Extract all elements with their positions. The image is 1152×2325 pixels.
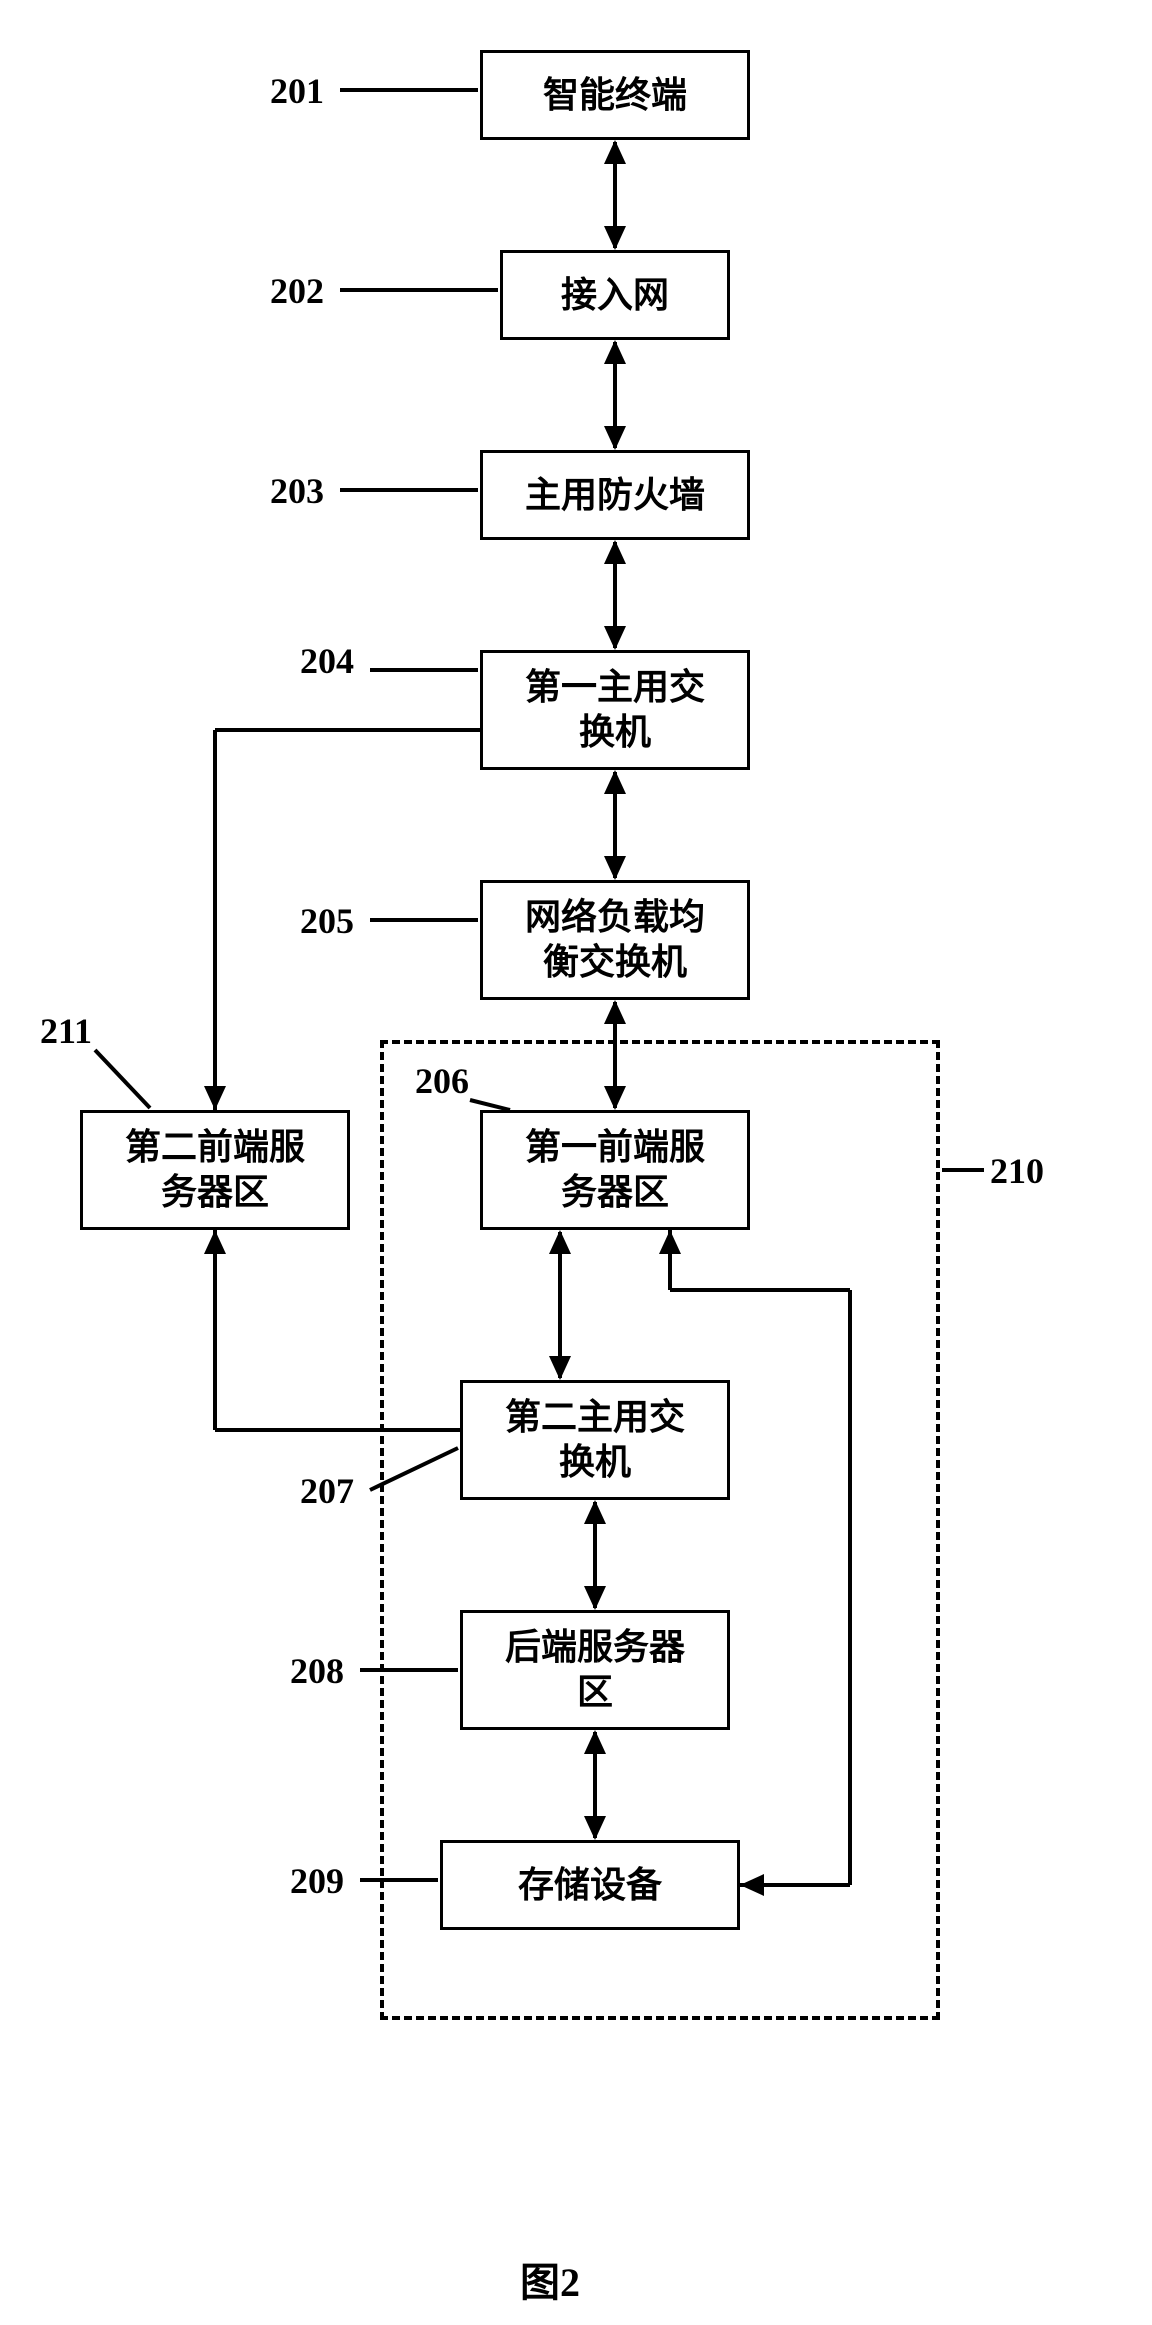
node-n201: 智能终端 (480, 50, 750, 140)
label-l208: 208 (290, 1650, 344, 1692)
node-n211: 第二前端服务器区 (80, 1110, 350, 1230)
figure-caption: 图2 (520, 2250, 580, 2308)
label-l202: 202 (270, 270, 324, 312)
label-l201: 201 (270, 70, 324, 112)
node-n202: 接入网 (500, 250, 730, 340)
label-l204: 204 (300, 640, 354, 682)
label-l205: 205 (300, 900, 354, 942)
node-n204: 第一主用交换机 (480, 650, 750, 770)
label-l211: 211 (40, 1010, 92, 1052)
node-n205: 网络负载均衡交换机 (480, 880, 750, 1000)
label-l210: 210 (990, 1150, 1044, 1192)
group-n210 (380, 1040, 940, 2020)
label-l209: 209 (290, 1860, 344, 1902)
node-n203: 主用防火墙 (480, 450, 750, 540)
label-l203: 203 (270, 470, 324, 512)
label-l206: 206 (415, 1060, 469, 1102)
label-l207: 207 (300, 1470, 354, 1512)
